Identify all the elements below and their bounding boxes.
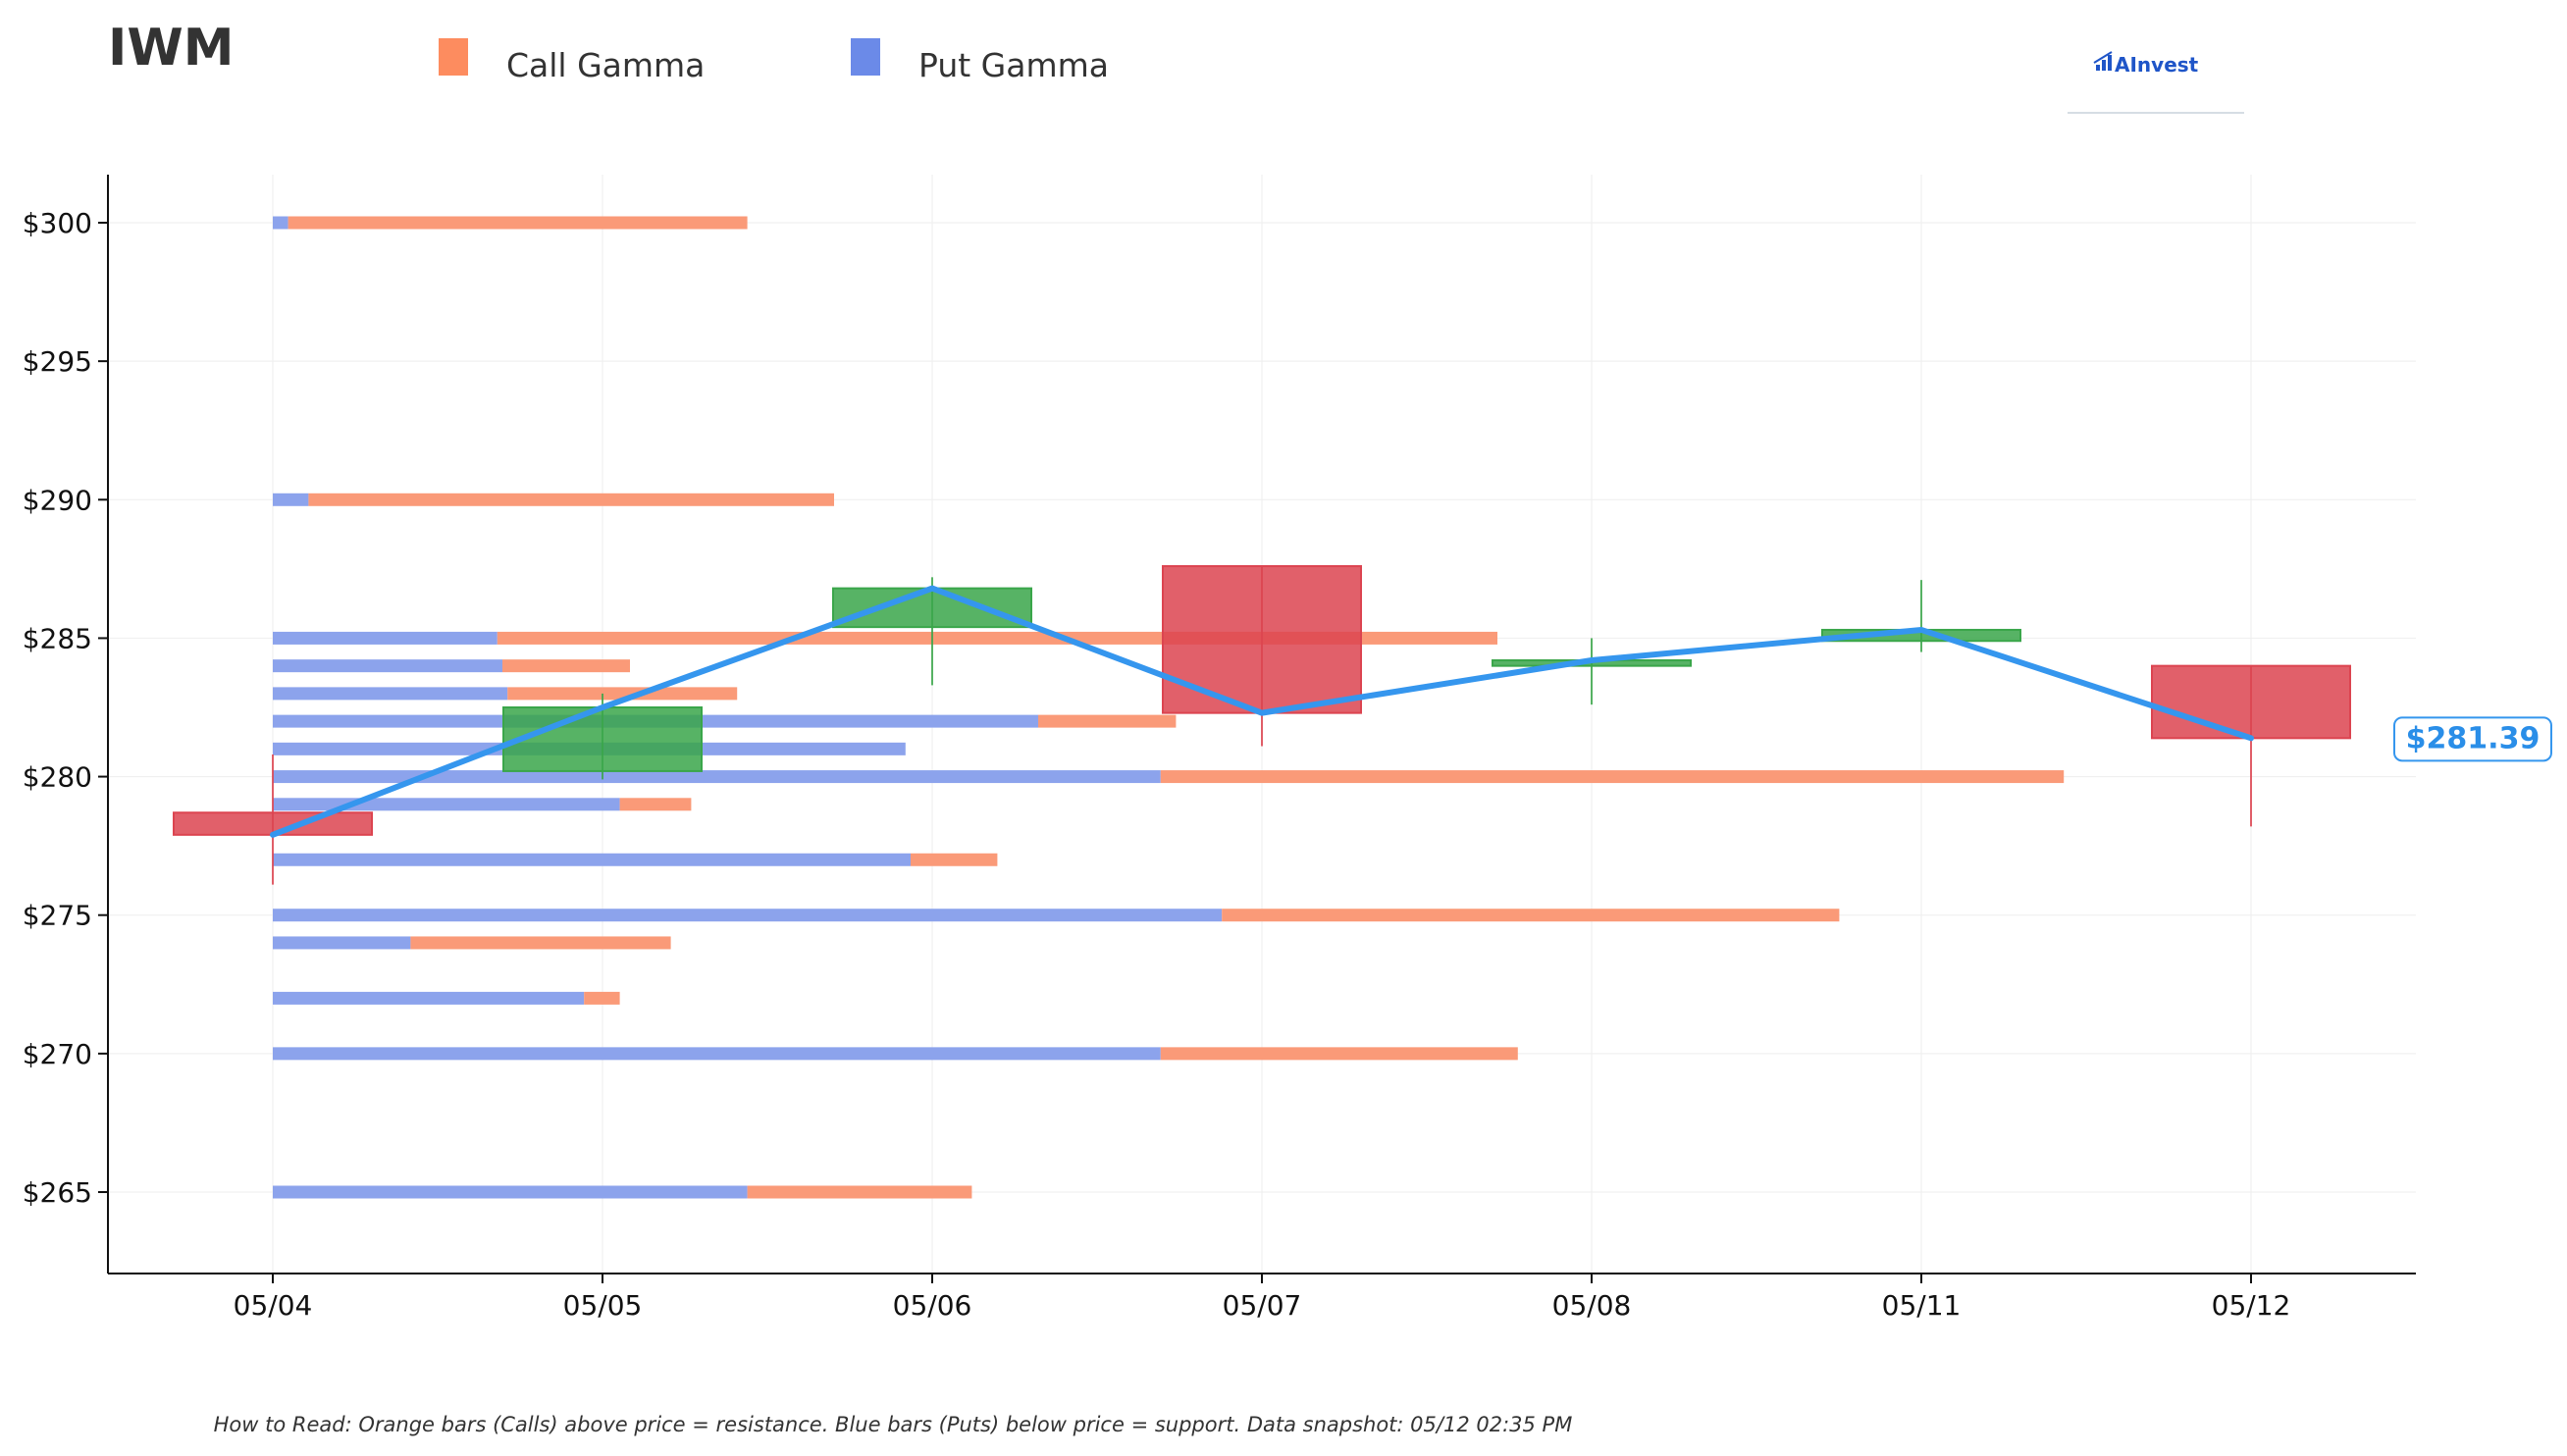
- candle-body: [1162, 565, 1362, 714]
- put-gamma-bar: [273, 1185, 748, 1199]
- x-tick-label: 05/12: [2212, 1289, 2291, 1322]
- call-gamma-bar: [308, 493, 834, 506]
- axes: [98, 175, 2416, 1283]
- call-gamma-bar: [911, 853, 998, 866]
- candle-body: [173, 811, 373, 836]
- current-price-label: $281.39: [2406, 721, 2541, 755]
- y-tick-label: $280: [23, 761, 92, 794]
- candle-body: [502, 706, 703, 772]
- x-tick-label: 05/08: [1552, 1289, 1632, 1322]
- brand-logo: AInvest: [2068, 51, 2244, 114]
- put-gamma-bar: [273, 991, 585, 1005]
- legend-label-call: Call Gamma: [506, 46, 705, 84]
- put-gamma-bar: [273, 1047, 1161, 1061]
- legend-swatch-call: [439, 38, 468, 76]
- put-gamma-bar: [273, 853, 911, 866]
- gamma-bars: [273, 216, 2065, 1199]
- x-tick-label: 05/04: [234, 1289, 313, 1322]
- candle-body: [832, 587, 1032, 629]
- call-gamma-bar: [507, 687, 738, 701]
- call-gamma-bar: [1160, 1047, 1518, 1061]
- x-tick-label: 05/06: [893, 1289, 972, 1322]
- y-tick-label: $275: [23, 900, 92, 932]
- put-gamma-bar: [273, 659, 502, 673]
- footnote: How to Read: Orange bars (Calls) above p…: [214, 1413, 1573, 1436]
- put-gamma-bar: [273, 909, 1223, 922]
- current-price-callout: $281.39: [2393, 716, 2552, 762]
- y-tick-label: $290: [23, 484, 92, 516]
- call-gamma-bar: [410, 936, 671, 950]
- legend-label-put: Put Gamma: [918, 46, 1109, 84]
- call-gamma-bar: [747, 1185, 972, 1199]
- call-gamma-bar: [619, 798, 692, 811]
- put-gamma-bar: [273, 936, 411, 950]
- ticker-title: IWM: [108, 19, 234, 78]
- put-gamma-bar: [273, 493, 309, 506]
- put-gamma-bar: [273, 687, 508, 701]
- put-gamma-bar: [273, 216, 288, 230]
- put-gamma-bar: [273, 770, 1161, 784]
- y-tick-label: $270: [23, 1038, 92, 1070]
- y-tick-label: $295: [23, 345, 92, 378]
- x-tick-label: 05/07: [1223, 1289, 1302, 1322]
- candlesticks: [173, 565, 2351, 885]
- y-tick-label: $285: [23, 622, 92, 654]
- put-gamma-bar: [273, 798, 620, 811]
- current-price-box: [2393, 716, 2552, 762]
- x-tick-label: 05/05: [563, 1289, 643, 1322]
- brand-name: AInvest: [2115, 53, 2199, 77]
- brand-chart-icon: [2093, 51, 2113, 71]
- legend-swatch-put: [851, 38, 880, 76]
- call-gamma-bar: [1038, 714, 1177, 728]
- tick-labels: $265 $270 $275 $280 $285 $290 $295 $300 05/04 05/…: [23, 207, 2291, 1322]
- call-gamma-bar: [1160, 770, 2065, 784]
- call-gamma-bar: [288, 216, 748, 230]
- call-gamma-bar: [502, 659, 630, 673]
- x-tick-label: 05/11: [1882, 1289, 1962, 1322]
- legend: Call Gamma Put Gamma: [439, 38, 1109, 84]
- price-line: [270, 585, 2254, 838]
- y-tick-label: $300: [23, 207, 92, 239]
- candle-body: [2151, 664, 2351, 740]
- y-tick-label: $265: [23, 1176, 92, 1209]
- call-gamma-bar: [584, 991, 620, 1005]
- put-gamma-bar: [273, 631, 498, 645]
- price-line-layer: [270, 585, 2254, 838]
- call-gamma-bar: [1222, 909, 1840, 922]
